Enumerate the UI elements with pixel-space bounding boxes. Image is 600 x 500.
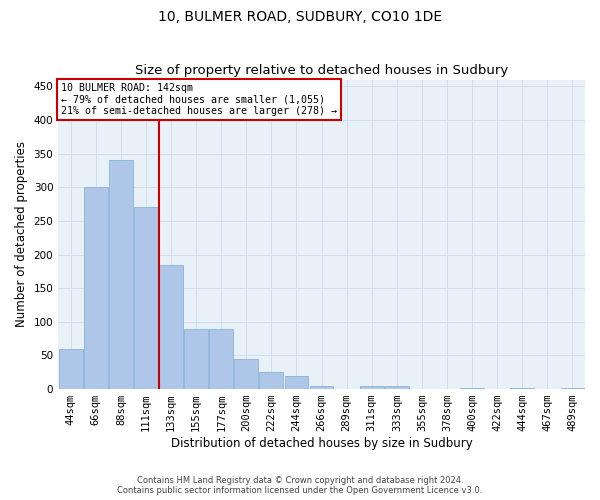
Bar (560, 388, 584, 389)
Bar (159, 264, 183, 389)
Bar (460, 388, 484, 389)
Title: Size of property relative to detached houses in Sudbury: Size of property relative to detached ho… (135, 64, 508, 77)
Bar (511, 388, 534, 389)
X-axis label: Distribution of detached houses by size in Sudbury: Distribution of detached houses by size … (171, 437, 472, 450)
Bar (310, 386, 334, 389)
Bar (385, 386, 409, 389)
Bar (259, 372, 283, 389)
Bar (134, 208, 158, 389)
Y-axis label: Number of detached properties: Number of detached properties (15, 142, 28, 328)
Text: Contains HM Land Registry data © Crown copyright and database right 2024.
Contai: Contains HM Land Registry data © Crown c… (118, 476, 482, 495)
Bar (235, 359, 258, 389)
Text: 10 BULMER ROAD: 142sqm
← 79% of detached houses are smaller (1,055)
21% of semi-: 10 BULMER ROAD: 142sqm ← 79% of detached… (61, 83, 337, 116)
Bar (184, 328, 208, 389)
Bar (59, 348, 83, 389)
Bar (109, 160, 133, 389)
Text: 10, BULMER ROAD, SUDBURY, CO10 1DE: 10, BULMER ROAD, SUDBURY, CO10 1DE (158, 10, 442, 24)
Bar (84, 187, 108, 389)
Bar (360, 386, 383, 389)
Bar (284, 376, 308, 389)
Bar (209, 328, 233, 389)
